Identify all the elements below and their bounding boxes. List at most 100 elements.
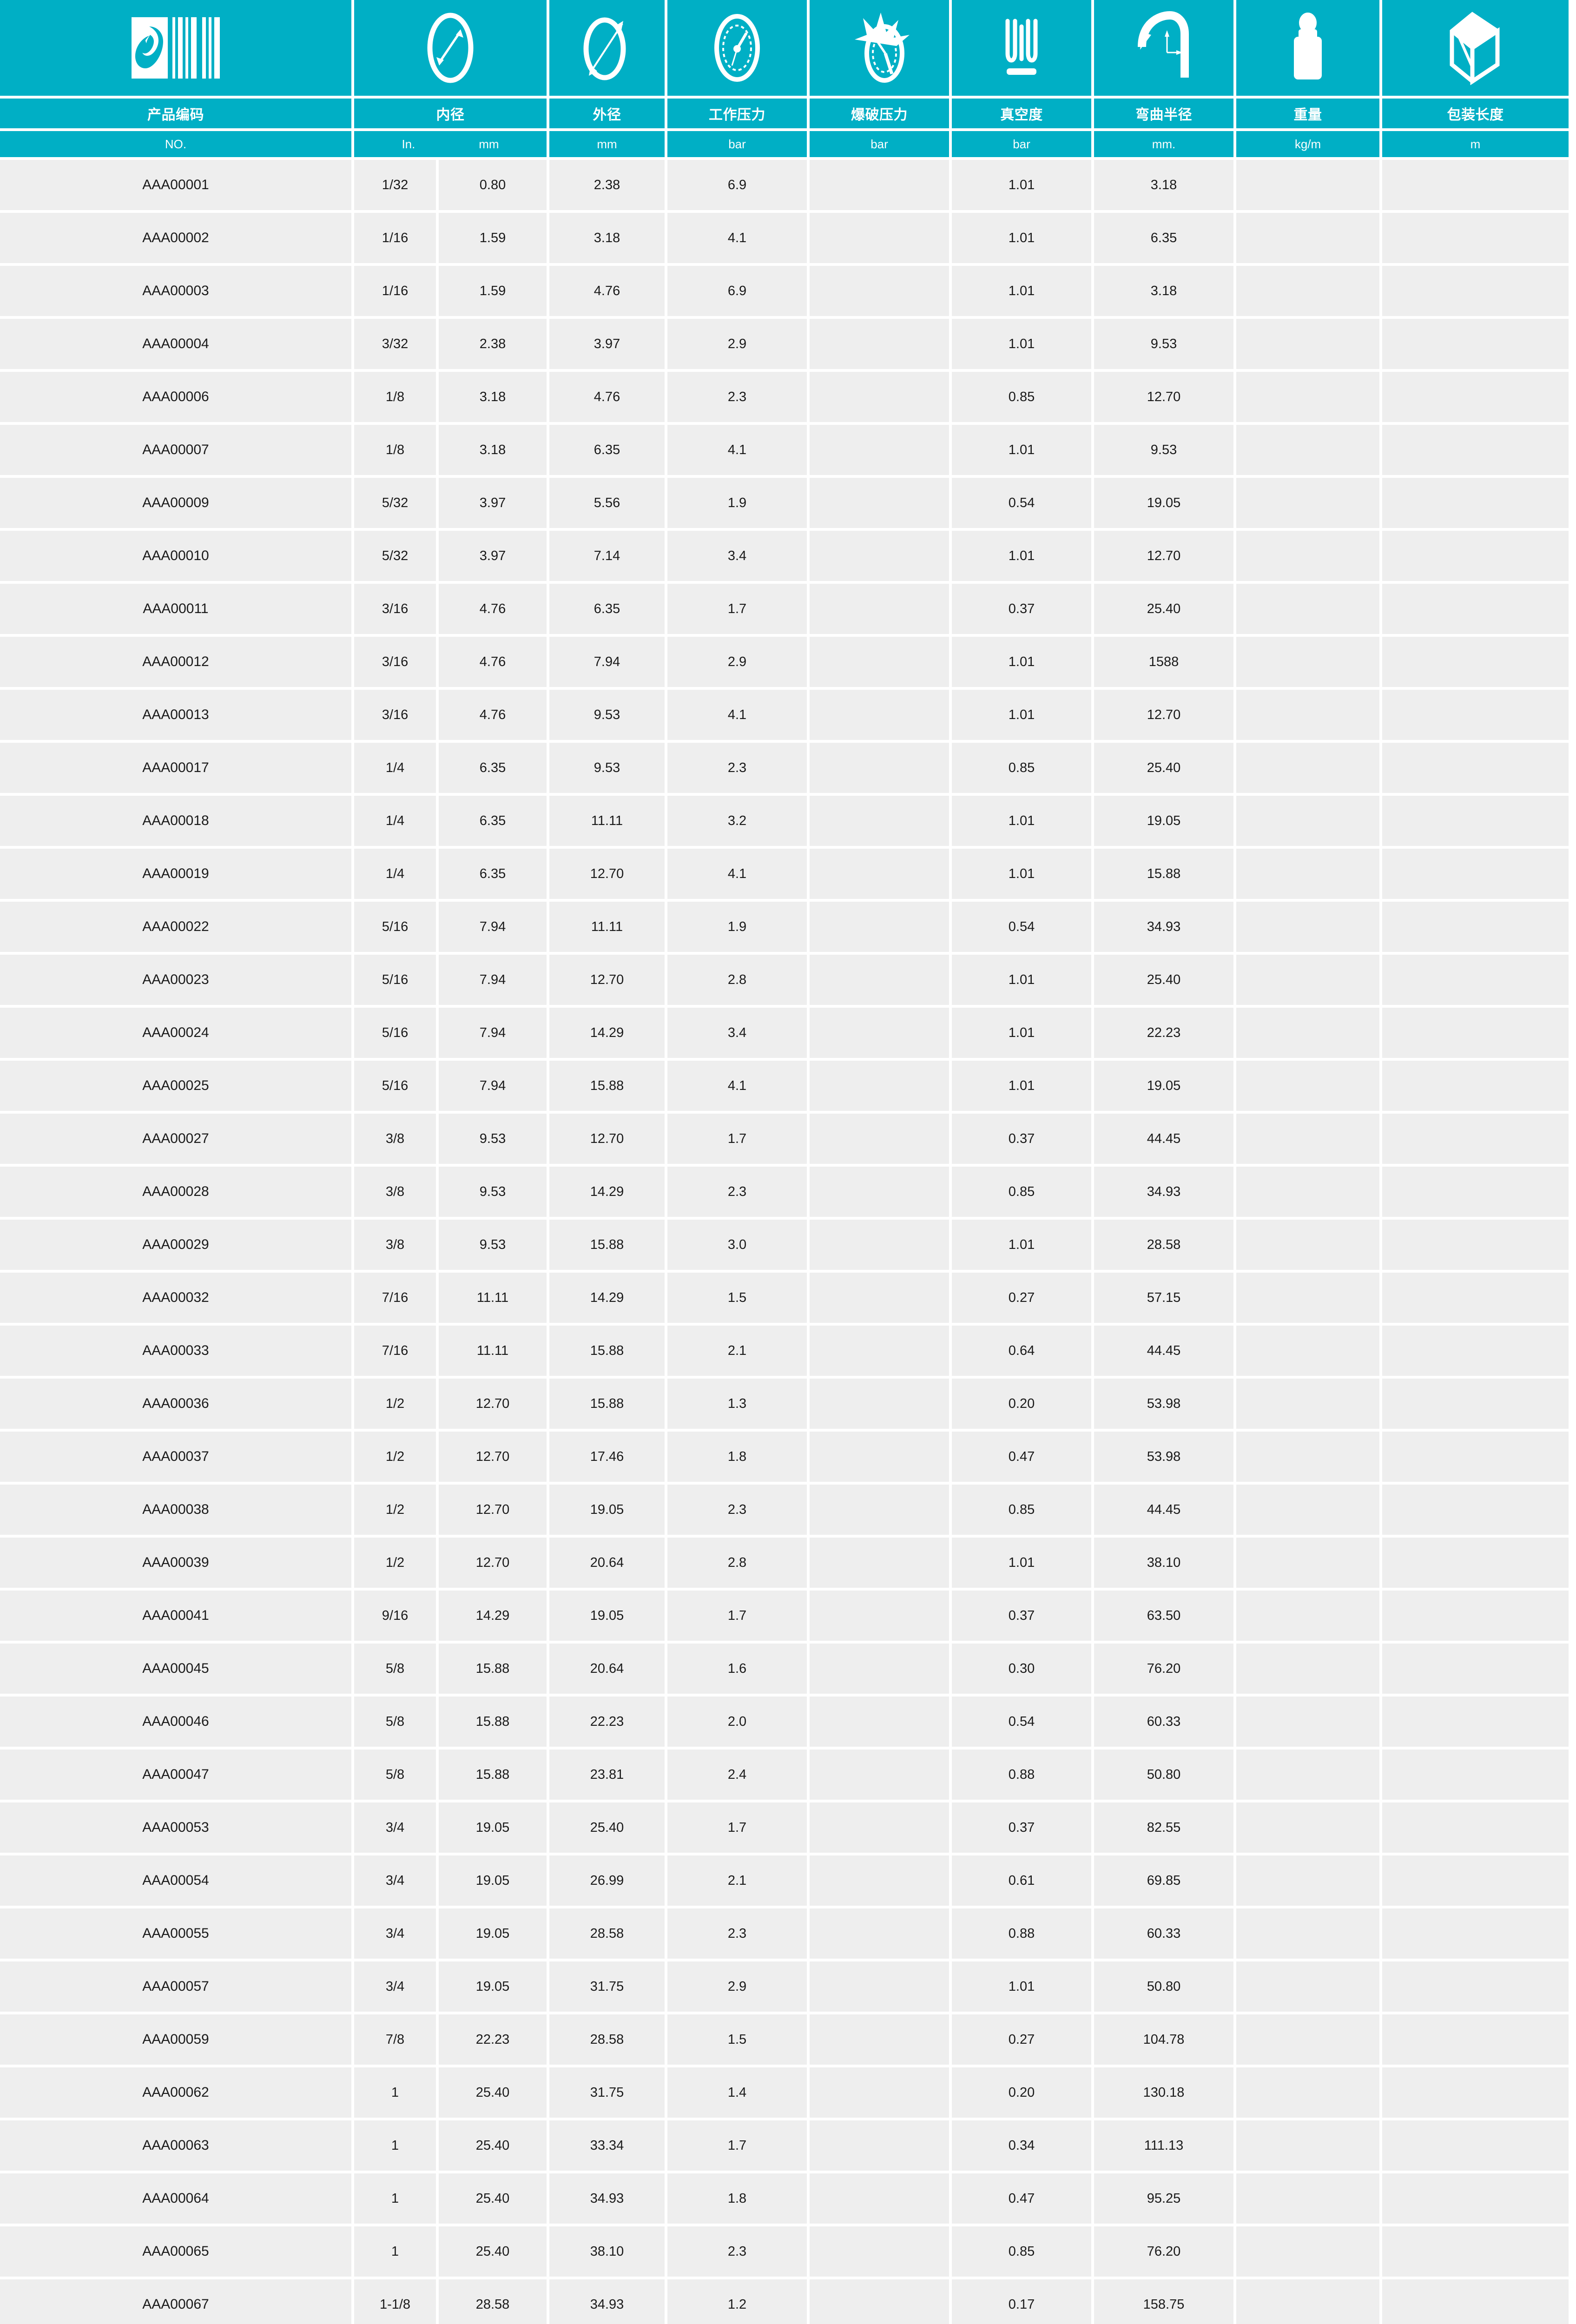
cell-inner-diameter-mm: 11.11 (439, 1273, 547, 1323)
cell-inner-diameter-mm: 7.94 (439, 955, 547, 1005)
cell-working-pressure: 3.0 (667, 1220, 807, 1270)
cell-product-no: AAA00033 (0, 1326, 351, 1376)
cell-vacuum: 0.88 (952, 1750, 1091, 1800)
cell-inner-diameter-mm: 4.76 (439, 637, 547, 687)
cell-inner-diameter-in: 1/2 (354, 1485, 436, 1535)
cell-outer-diameter: 5.56 (549, 478, 665, 528)
cell-product-no: AAA00011 (0, 584, 351, 634)
cell-burst-pressure (810, 743, 949, 793)
cell-outer-diameter: 31.75 (549, 1961, 665, 2012)
cell-inner-diameter-in: 3/4 (354, 1855, 436, 1906)
cell-bend-radius: 1588 (1094, 637, 1233, 687)
cell-vacuum: 1.01 (952, 1061, 1091, 1111)
cell-weight (1236, 637, 1379, 687)
working-pressure-icon-cell (667, 0, 807, 96)
globe-barcode-logo (132, 17, 220, 79)
cell-vacuum: 0.47 (952, 1432, 1091, 1482)
cell-weight (1236, 531, 1379, 581)
table-row: AAA00053 3/4 19.05 25.40 1.7 0.37 82.55 (0, 1802, 1576, 1853)
cell-working-pressure: 1.8 (667, 2173, 807, 2224)
cell-burst-pressure (810, 1802, 949, 1853)
table-row: AAA00046 5/8 15.88 22.23 2.0 0.54 60.33 (0, 1697, 1576, 1747)
cell-burst-pressure (810, 584, 949, 634)
cell-package-length (1382, 2067, 1569, 2118)
cell-package-length (1382, 1326, 1569, 1376)
cell-product-no: AAA00023 (0, 955, 351, 1005)
cell-package-length (1382, 160, 1569, 210)
cell-package-length (1382, 1220, 1569, 1270)
cell-bend-radius: 3.18 (1094, 266, 1233, 316)
vacuum-icon (994, 11, 1049, 85)
cell-burst-pressure (810, 1114, 949, 1164)
cell-package-length (1382, 1644, 1569, 1694)
cell-package-length (1382, 2120, 1569, 2171)
burst-pressure-icon (844, 11, 914, 85)
outer-diameter-icon-cell (549, 0, 665, 96)
cell-burst-pressure (810, 1644, 949, 1694)
cell-package-length (1382, 2014, 1569, 2065)
header-product-no: 产品编码 (0, 99, 351, 128)
working-pressure-gauge-icon (709, 11, 765, 85)
cell-weight (1236, 902, 1379, 952)
package-length-icon-cell (1382, 0, 1569, 96)
table-row: AAA00027 3/8 9.53 12.70 1.7 0.37 44.45 (0, 1114, 1576, 1164)
cell-product-no: AAA00064 (0, 2173, 351, 2224)
cell-inner-diameter-mm: 11.11 (439, 1326, 547, 1376)
cell-vacuum: 1.01 (952, 160, 1091, 210)
table-row: AAA00023 5/16 7.94 12.70 2.8 1.01 25.40 (0, 955, 1576, 1005)
cell-burst-pressure (810, 955, 949, 1005)
cell-outer-diameter: 12.70 (549, 955, 665, 1005)
cell-product-no: AAA00009 (0, 478, 351, 528)
cell-outer-diameter: 3.97 (549, 319, 665, 369)
cell-working-pressure: 1.9 (667, 478, 807, 528)
cell-inner-diameter-mm: 25.40 (439, 2226, 547, 2277)
cell-package-length (1382, 2226, 1569, 2277)
cell-inner-diameter-in: 1/4 (354, 849, 436, 899)
cell-inner-diameter-in: 3/16 (354, 637, 436, 687)
cell-burst-pressure (810, 2279, 949, 2324)
cell-weight (1236, 1114, 1379, 1164)
cell-burst-pressure (810, 1061, 949, 1111)
cell-vacuum: 1.01 (952, 425, 1091, 475)
cell-product-no: AAA00028 (0, 1167, 351, 1217)
cell-product-no: AAA00054 (0, 1855, 351, 1906)
cell-vacuum: 0.17 (952, 2279, 1091, 2324)
cell-vacuum: 0.61 (952, 1855, 1091, 1906)
cell-burst-pressure (810, 160, 949, 210)
cell-inner-diameter-mm: 28.58 (439, 2279, 547, 2324)
cell-outer-diameter: 15.88 (549, 1061, 665, 1111)
cell-bend-radius: 9.53 (1094, 425, 1233, 475)
cell-product-no: AAA00017 (0, 743, 351, 793)
cell-outer-diameter: 34.93 (549, 2279, 665, 2324)
cell-package-length (1382, 690, 1569, 740)
cell-weight (1236, 849, 1379, 899)
weight-icon (1285, 11, 1331, 85)
cell-package-length (1382, 796, 1569, 846)
cell-package-length (1382, 902, 1569, 952)
table-row: AAA00012 3/16 4.76 7.94 2.9 1.01 1588 (0, 637, 1576, 687)
cell-bend-radius: 111.13 (1094, 2120, 1233, 2171)
cell-inner-diameter-in: 5/8 (354, 1697, 436, 1747)
cell-vacuum: 1.01 (952, 1538, 1091, 1588)
icon-header-row (0, 0, 1576, 96)
cell-package-length (1382, 1167, 1569, 1217)
cell-outer-diameter: 33.34 (549, 2120, 665, 2171)
cell-vacuum: 1.01 (952, 213, 1091, 263)
cell-product-no: AAA00018 (0, 796, 351, 846)
cell-inner-diameter-mm: 19.05 (439, 1908, 547, 1959)
table-row: AAA00033 7/16 11.11 15.88 2.1 0.64 44.45 (0, 1326, 1576, 1376)
cell-product-no: AAA00047 (0, 1750, 351, 1800)
cell-working-pressure: 1.7 (667, 2120, 807, 2171)
burst-pressure-icon-cell (810, 0, 949, 96)
cell-inner-diameter-mm: 1.59 (439, 266, 547, 316)
cell-inner-diameter-in: 1/4 (354, 796, 436, 846)
cell-weight (1236, 584, 1379, 634)
cell-vacuum: 0.85 (952, 372, 1091, 422)
cell-bend-radius: 19.05 (1094, 1061, 1233, 1111)
cell-product-no: AAA00025 (0, 1061, 351, 1111)
cell-burst-pressure (810, 2067, 949, 2118)
cell-inner-diameter-in: 3/16 (354, 690, 436, 740)
cell-inner-diameter-mm: 19.05 (439, 1855, 547, 1906)
cell-working-pressure: 4.1 (667, 690, 807, 740)
cell-working-pressure: 2.3 (667, 1908, 807, 1959)
